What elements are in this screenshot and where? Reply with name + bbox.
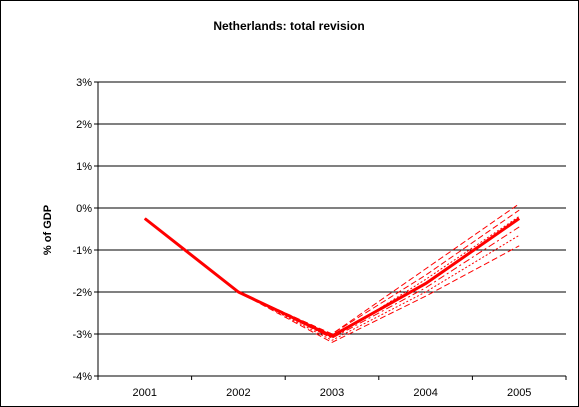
series-line [144, 209, 520, 335]
y-tick-label: 2% [76, 119, 92, 131]
chart-title: Netherlands: total revision [213, 19, 364, 33]
series-line [144, 218, 520, 341]
series-line [144, 215, 520, 339]
y-tick-label: -1% [72, 245, 92, 257]
y-axis-label: % of GDP [42, 205, 54, 255]
y-tick-label: -2% [72, 287, 92, 299]
y-tick-label: 3% [76, 77, 92, 89]
axes [94, 81, 567, 380]
series-line [144, 218, 520, 339]
x-tick-label: 2003 [320, 387, 344, 399]
x-tick-label: 2002 [226, 387, 250, 399]
y-tick-label: -3% [72, 329, 92, 341]
y-tick-label: -4% [72, 371, 92, 383]
x-tick-label: 2004 [413, 387, 437, 399]
y-tick-label: 1% [76, 161, 92, 173]
x-tick-label: 2001 [133, 387, 157, 399]
series-lines [143, 203, 521, 343]
series-line [144, 218, 520, 343]
x-tick-label: 2005 [507, 387, 531, 399]
y-tick-label: 0% [76, 203, 92, 215]
series-line [143, 217, 521, 338]
gridlines [98, 81, 566, 335]
tick-labels: 3% 2% 1% 0% -1% -2% -3% -4% 2001 2002 2003 2004 2005 [72, 77, 531, 399]
